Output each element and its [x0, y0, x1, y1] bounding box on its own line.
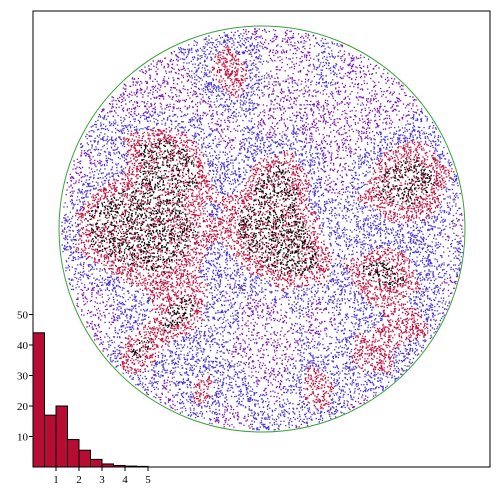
domain-boundary-circle — [58, 25, 466, 433]
histogram-bar — [44, 414, 57, 468]
histogram-x-tick-label: 1 — [53, 474, 59, 486]
histogram-x-tick-label: 3 — [99, 474, 105, 486]
plot-frame — [32, 10, 491, 468]
histogram-bar — [101, 463, 114, 468]
points-low — [61, 28, 464, 429]
histogram-y-tick-label: 20 — [17, 401, 29, 413]
histogram-bar — [67, 439, 80, 468]
histogram-y-tick-label: 10 — [17, 432, 29, 444]
histogram-inset: 10 20 30 40 50 1 2 3 4 5 — [17, 310, 151, 487]
histogram-y-tick-label: 40 — [17, 340, 29, 352]
histogram-bar — [136, 465, 149, 468]
histogram-bar — [55, 405, 68, 468]
histogram-y-tick-label: 50 — [17, 310, 29, 322]
histogram-bar — [78, 449, 91, 468]
histogram-x-tick-label: 2 — [76, 474, 82, 486]
histogram-y-tick-label: 30 — [17, 371, 29, 383]
points-high — [75, 46, 455, 410]
histogram-bar — [113, 464, 126, 468]
histogram-x-tick-label: 5 — [145, 474, 151, 486]
histogram-bar — [124, 465, 137, 468]
points-mid — [61, 31, 464, 431]
histogram-bar — [32, 332, 45, 468]
density-point-cloud — [61, 28, 464, 431]
histogram-x-tick-label: 4 — [122, 474, 128, 486]
histogram-bar — [90, 458, 103, 468]
